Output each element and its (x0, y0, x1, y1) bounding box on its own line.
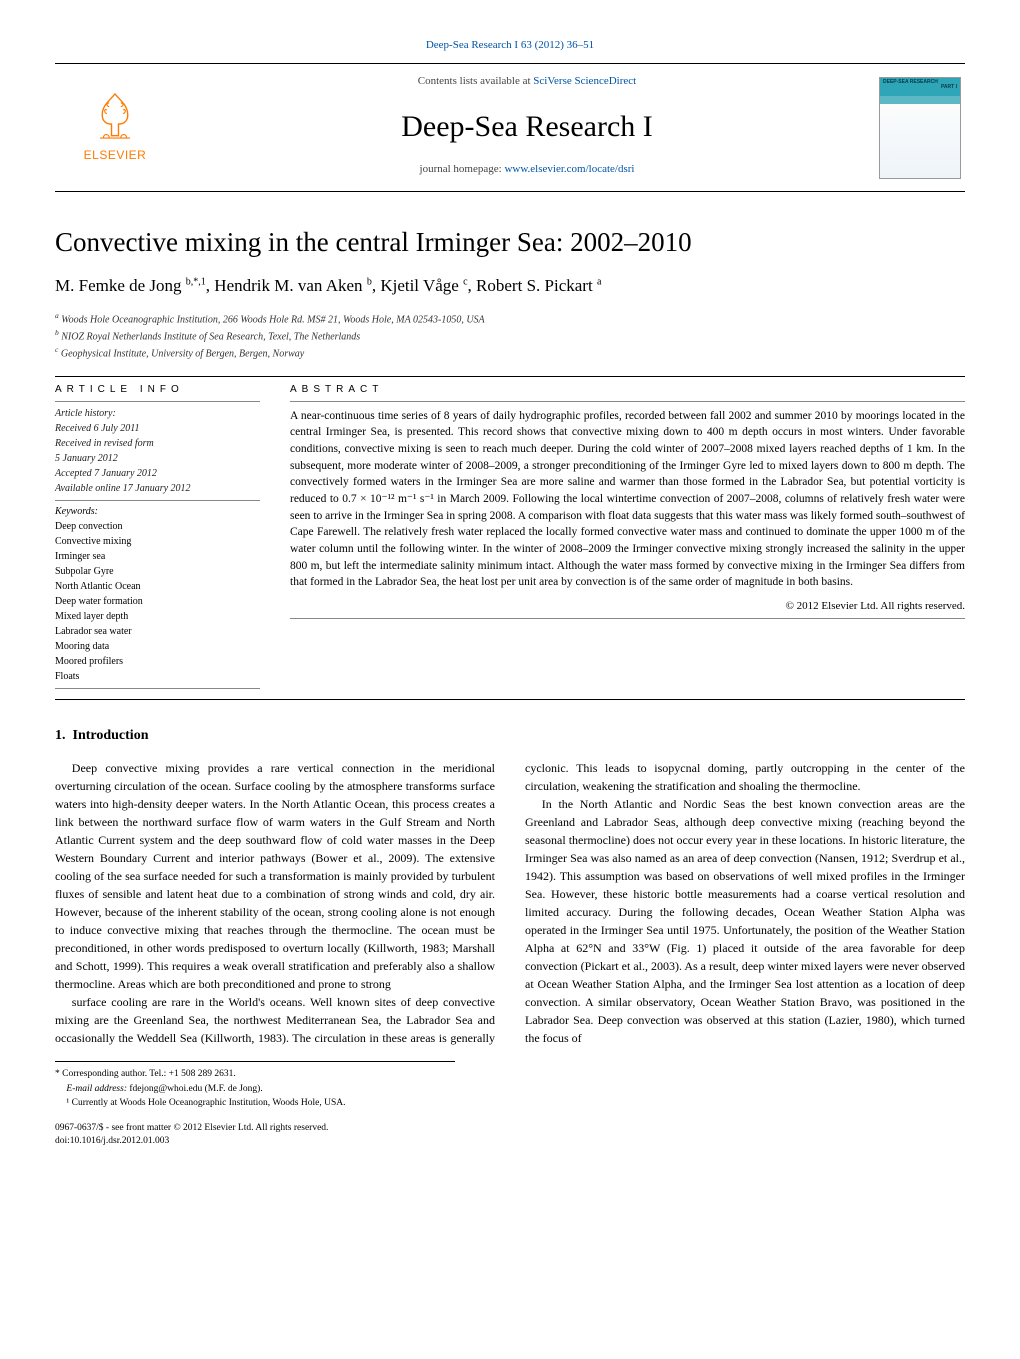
body-columns: Deep convective mixing provides a rare v… (55, 759, 965, 1047)
article-info: ARTICLE INFO Article history: Received 6… (55, 383, 260, 693)
contents-prefix: Contents lists available at (418, 75, 533, 87)
affiliation-b: b NIOZ Royal Netherlands Institute of Se… (55, 327, 965, 344)
affiliation-a: a Woods Hole Oceanographic Institution, … (55, 310, 965, 327)
email-line: E-mail address: fdejong@whoi.edu (M.F. d… (55, 1082, 455, 1096)
para: Deep convective mixing provides a rare v… (55, 759, 495, 993)
keyword: Convective mixing (55, 534, 260, 549)
article-info-head: ARTICLE INFO (55, 383, 260, 397)
history-line: Available online 17 January 2012 (55, 481, 260, 496)
keywords: Deep convection Convective mixing Irming… (55, 519, 260, 684)
abstract-copyright: © 2012 Elsevier Ltd. All rights reserved… (290, 599, 965, 614)
cover-band-sub (880, 96, 960, 104)
issn-line: 0967-0637/$ - see front matter © 2012 El… (55, 1122, 965, 1135)
keyword: Floats (55, 669, 260, 684)
cover-band-top: DEEP-SEA RESEARCHPART I (880, 78, 960, 96)
keyword: Mooring data (55, 639, 260, 654)
cover-thumbnail: DEEP-SEA RESEARCHPART I (879, 77, 961, 179)
authors: M. Femke de Jong b,*,1, Hendrik M. van A… (55, 274, 965, 298)
abstract: ABSTRACT A near-continuous time series o… (290, 383, 965, 693)
keyword: North Atlantic Ocean (55, 579, 260, 594)
keywords-label: Keywords: (55, 505, 260, 519)
keyword: Irminger sea (55, 549, 260, 564)
journal-title: Deep-Sea Research I (175, 106, 879, 148)
masthead: ELSEVIER Contents lists available at Sci… (55, 64, 965, 192)
article-title: Convective mixing in the central Irminge… (55, 226, 965, 260)
keyword: Labrador sea water (55, 624, 260, 639)
keyword: Subpolar Gyre (55, 564, 260, 579)
article-history: Article history: Received 6 July 2011 Re… (55, 406, 260, 496)
keyword: Deep convection (55, 519, 260, 534)
keyword: Deep water formation (55, 594, 260, 609)
footnotes: * Corresponding author. Tel.: +1 508 289… (55, 1061, 455, 1110)
journal-ref: Deep-Sea Research I 63 (2012) 36–51 (55, 38, 965, 53)
publisher-logo: ELSEVIER (55, 87, 175, 168)
homepage-line: journal homepage: www.elsevier.com/locat… (175, 162, 879, 177)
masthead-center: Contents lists available at SciVerse Sci… (175, 64, 879, 191)
affiliations: a Woods Hole Oceanographic Institution, … (55, 310, 965, 362)
homepage-link[interactable]: www.elsevier.com/locate/dsri (504, 163, 634, 175)
history-line: Accepted 7 January 2012 (55, 466, 260, 481)
keyword: Moored profilers (55, 654, 260, 669)
history-line: Received in revised form (55, 436, 260, 451)
history-line: 5 January 2012 (55, 451, 260, 466)
section-1: 1. Introduction Deep convective mixing p… (55, 726, 965, 1048)
corresponding-author: * Corresponding author. Tel.: +1 508 289… (55, 1067, 455, 1081)
publisher-name: ELSEVIER (84, 147, 147, 164)
elsevier-tree-icon (86, 87, 144, 145)
footer-copyright: 0967-0637/$ - see front matter © 2012 El… (55, 1122, 965, 1149)
homepage-prefix: journal homepage: (420, 163, 505, 175)
abstract-text: A near-continuous time series of 8 years… (290, 408, 965, 591)
doi-line: doi:10.1016/j.dsr.2012.01.003 (55, 1135, 965, 1148)
sciencedirect-link[interactable]: SciVerse ScienceDirect (533, 75, 636, 87)
keyword: Mixed layer depth (55, 609, 260, 624)
history-label: Article history: (55, 406, 260, 421)
para: In the North Atlantic and Nordic Seas th… (525, 795, 965, 1047)
footnote-1: ¹ Currently at Woods Hole Oceanographic … (55, 1096, 455, 1110)
journal-ref-link[interactable]: Deep-Sea Research I 63 (2012) 36–51 (426, 39, 594, 51)
abstract-head: ABSTRACT (290, 383, 965, 397)
section-1-head: 1. Introduction (55, 726, 965, 746)
history-line: Received 6 July 2011 (55, 421, 260, 436)
affiliation-c: c Geophysical Institute, University of B… (55, 344, 965, 361)
contents-line: Contents lists available at SciVerse Sci… (175, 74, 879, 89)
